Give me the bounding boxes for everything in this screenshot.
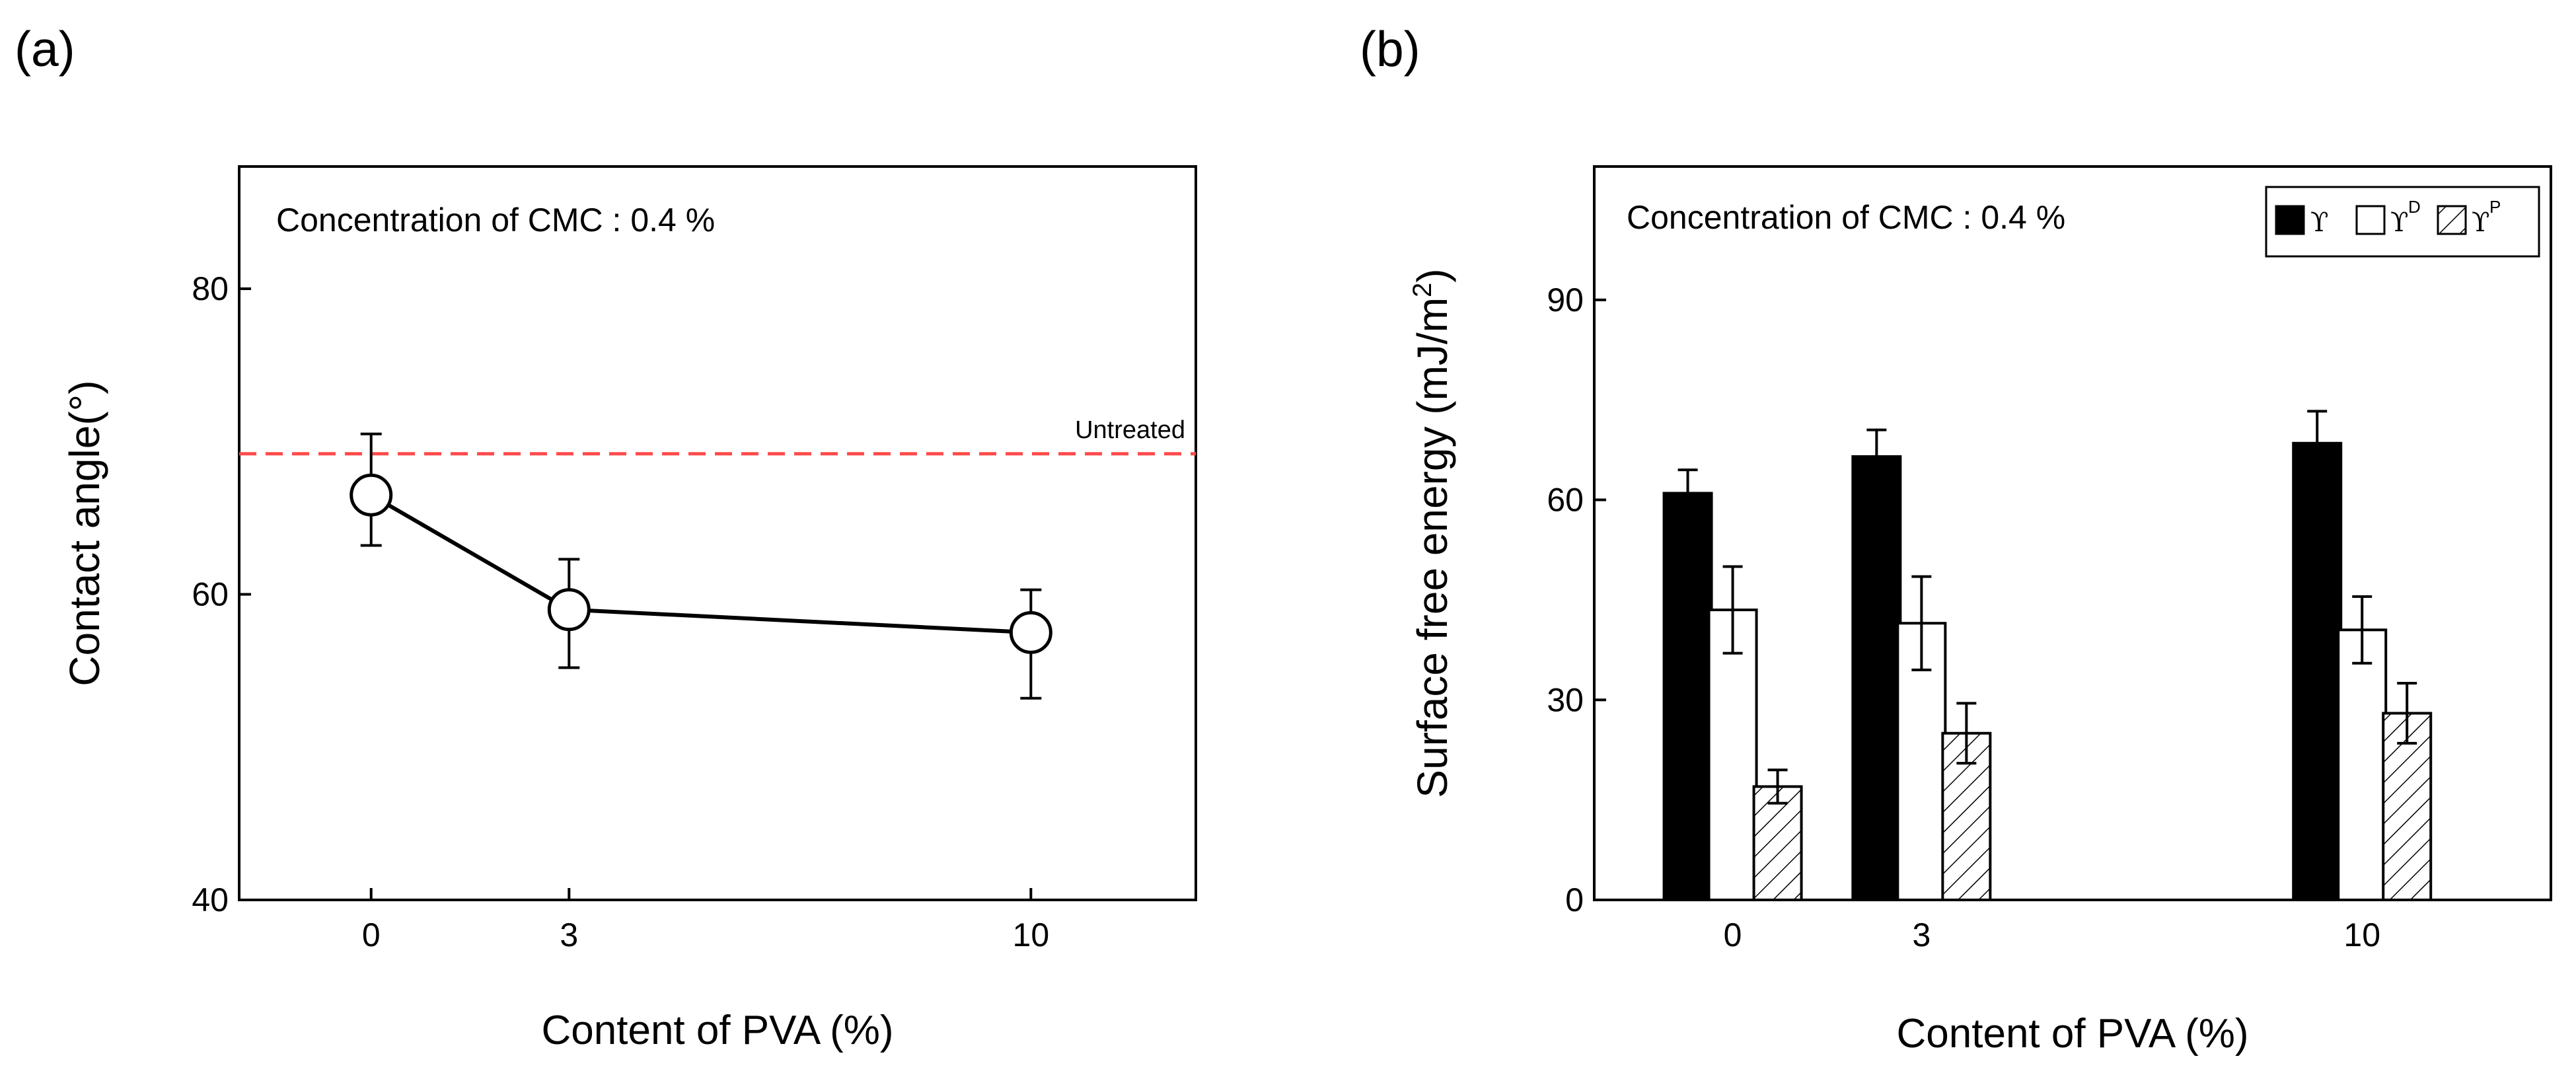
panel-b-label: (b): [1360, 21, 1420, 77]
bar-total: [2292, 441, 2343, 901]
bar-total: [1851, 455, 1902, 901]
y-tick-label: 30: [1547, 681, 1584, 718]
panel-a-plot-frame: [238, 165, 1197, 901]
legend-frame: [2265, 186, 2540, 258]
bar-dispersive: [2337, 628, 2388, 901]
bar-dispersive: [1707, 609, 1758, 902]
y-tick-label: 60: [1547, 482, 1584, 519]
x-tick-label: 0: [1724, 916, 1742, 953]
panel-b-plot-frame: [1593, 165, 2552, 901]
legend-label-polar: ϒ: [2472, 207, 2489, 238]
untreated-label: Untreated: [1075, 416, 1185, 444]
legend-label-total: ϒ: [2310, 207, 2328, 238]
x-tick-label: 3: [560, 916, 578, 953]
x-tick-label: 3: [1912, 916, 1931, 953]
panel-a-y-axis-label: Contact angle(°): [61, 380, 108, 686]
y-tick-label: 90: [1547, 281, 1584, 318]
bar-total: [1662, 492, 1713, 901]
panel-b-y-axis: 0 30 60 90: [1547, 281, 1606, 918]
panel-b-annotation: Concentration of CMC : 0.4 %: [1627, 199, 2065, 236]
data-point: [1009, 611, 1052, 654]
legend-sup-polar: P: [2489, 197, 2501, 217]
legend-swatch-polar: [2437, 205, 2467, 235]
bar-polar: [1752, 785, 1803, 902]
panel-b-x-axis-label: Content of PVA (%): [1897, 1011, 2249, 1057]
y-tick-label: 60: [192, 576, 229, 613]
panel-b-bars: [1662, 410, 2433, 902]
y-tick-label: 80: [192, 270, 229, 307]
panel-a-annotation: Concentration of CMC : 0.4 %: [276, 202, 715, 239]
x-tick-label: 10: [1013, 916, 1050, 953]
x-tick-label: 10: [2343, 916, 2380, 953]
panel-a-series: [350, 432, 1052, 700]
y-tick-label: 0: [1565, 881, 1584, 918]
panel-a-x-axis-label: Content of PVA (%): [542, 1008, 894, 1053]
panel-a-label: (a): [15, 21, 75, 77]
legend-swatch-total: [2275, 205, 2305, 235]
panel-a-reference-line-group: Untreated: [239, 416, 1196, 456]
panel-a-contact-angle-chart: (a) Concentration of CMC : 0.4 % 406080 …: [15, 21, 1197, 1053]
legend-sup-dispersive: D: [2408, 197, 2421, 217]
data-point: [350, 473, 393, 517]
panel-b-legend: ϒ ϒ D ϒ P: [2265, 186, 2540, 258]
panel-a-y-axis: 40 60 80: [192, 270, 251, 918]
data-point: [547, 588, 591, 632]
panel-b-x-axis: 0 3 10: [1724, 888, 2380, 953]
data-line: [370, 493, 1031, 635]
x-tick-label: 0: [362, 916, 381, 953]
legend-swatch-dispersive: [2355, 205, 2386, 235]
panel-b-y-axis-label: Surface free energy (mJ/m2): [1408, 268, 1456, 798]
panel-b-surface-energy-chart: (b) Concentration of CMC : 0.4 % 0306090…: [1360, 21, 2552, 1057]
panel-a-x-axis: 0 3 10: [362, 888, 1049, 953]
y-tick-label: 40: [192, 881, 229, 918]
legend-label-dispersive: ϒ: [2390, 207, 2408, 238]
